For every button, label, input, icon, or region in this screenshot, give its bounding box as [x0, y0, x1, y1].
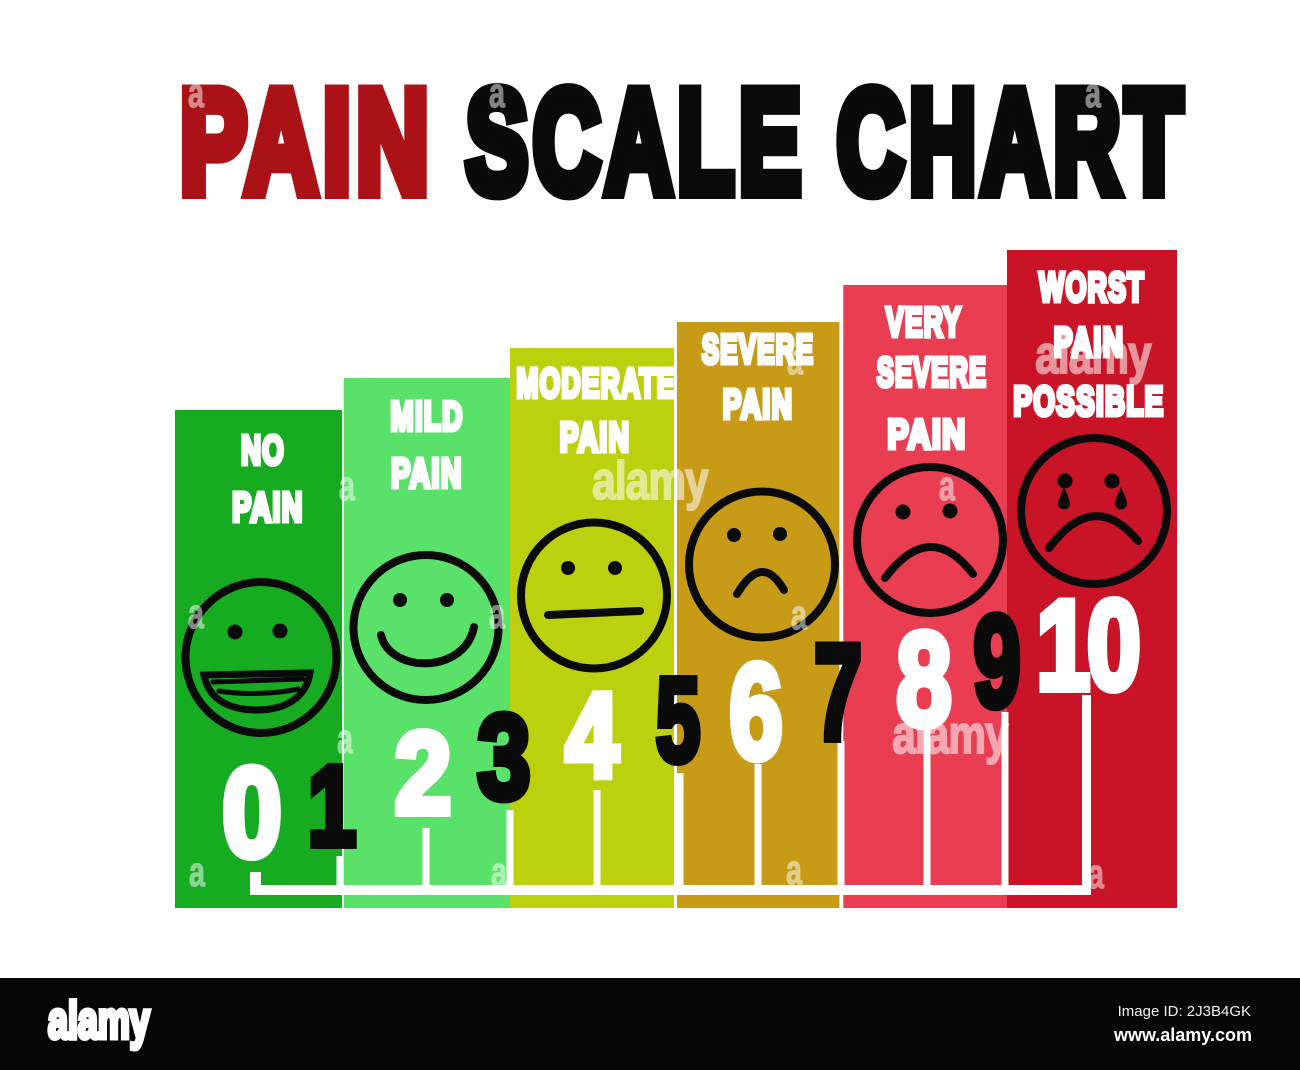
svg-text:NO: NO — [241, 428, 285, 474]
svg-text:7: 7 — [814, 617, 862, 768]
svg-text:MODERATE: MODERATE — [516, 361, 675, 406]
svg-text:WORST: WORST — [1039, 265, 1145, 310]
svg-text:www.alamy.com: www.alamy.com — [1113, 1025, 1252, 1045]
svg-text:alamy: alamy — [48, 993, 150, 1050]
svg-text:a: a — [1085, 68, 1102, 116]
svg-text:alamy: alamy — [892, 705, 1008, 765]
svg-text:alamy: alamy — [1035, 325, 1151, 385]
svg-text:4: 4 — [566, 668, 619, 802]
svg-text:a: a — [188, 589, 205, 637]
svg-text:0: 0 — [222, 742, 282, 883]
svg-text:SEVERE: SEVERE — [877, 350, 987, 396]
svg-text:5: 5 — [656, 654, 700, 787]
svg-text:1: 1 — [308, 744, 356, 870]
svg-text:10: 10 — [1036, 574, 1137, 716]
svg-text:6: 6 — [729, 636, 783, 787]
svg-text:a: a — [791, 590, 808, 638]
svg-text:Image ID: 2J3B4GK: Image ID: 2J3B4GK — [1118, 1003, 1251, 1020]
svg-text:a: a — [491, 847, 508, 895]
svg-text:MILD: MILD — [390, 394, 463, 440]
svg-text:a: a — [188, 68, 205, 116]
svg-text:a: a — [489, 589, 506, 637]
svg-text:8: 8 — [896, 605, 951, 753]
svg-text:9: 9 — [973, 589, 1021, 734]
svg-text:a: a — [339, 461, 356, 509]
svg-text:PAIN: PAIN — [391, 451, 463, 496]
svg-text:PAIN: PAIN — [1054, 320, 1124, 366]
svg-text:a: a — [489, 68, 506, 116]
svg-text:SCALE CHART: SCALE CHART — [466, 60, 1187, 223]
svg-text:PAIN: PAIN — [723, 382, 793, 428]
svg-text:2: 2 — [395, 709, 451, 839]
svg-text:PAIN: PAIN — [180, 60, 434, 223]
svg-text:alamy: alamy — [592, 451, 708, 511]
svg-text:a: a — [787, 335, 804, 383]
svg-text:a: a — [189, 847, 206, 895]
svg-text:PAIN: PAIN — [560, 415, 630, 461]
svg-text:PAIN: PAIN — [887, 411, 966, 457]
svg-text:a: a — [786, 845, 803, 893]
svg-text:a: a — [939, 461, 956, 509]
svg-text:SEVERE: SEVERE — [702, 327, 814, 372]
svg-text:PAIN: PAIN — [232, 485, 304, 530]
svg-text:3: 3 — [477, 690, 530, 824]
svg-text:a: a — [337, 714, 354, 762]
svg-text:a: a — [1088, 849, 1105, 897]
svg-text:POSSIBLE: POSSIBLE — [1014, 379, 1165, 425]
svg-text:VERY: VERY — [886, 300, 962, 345]
